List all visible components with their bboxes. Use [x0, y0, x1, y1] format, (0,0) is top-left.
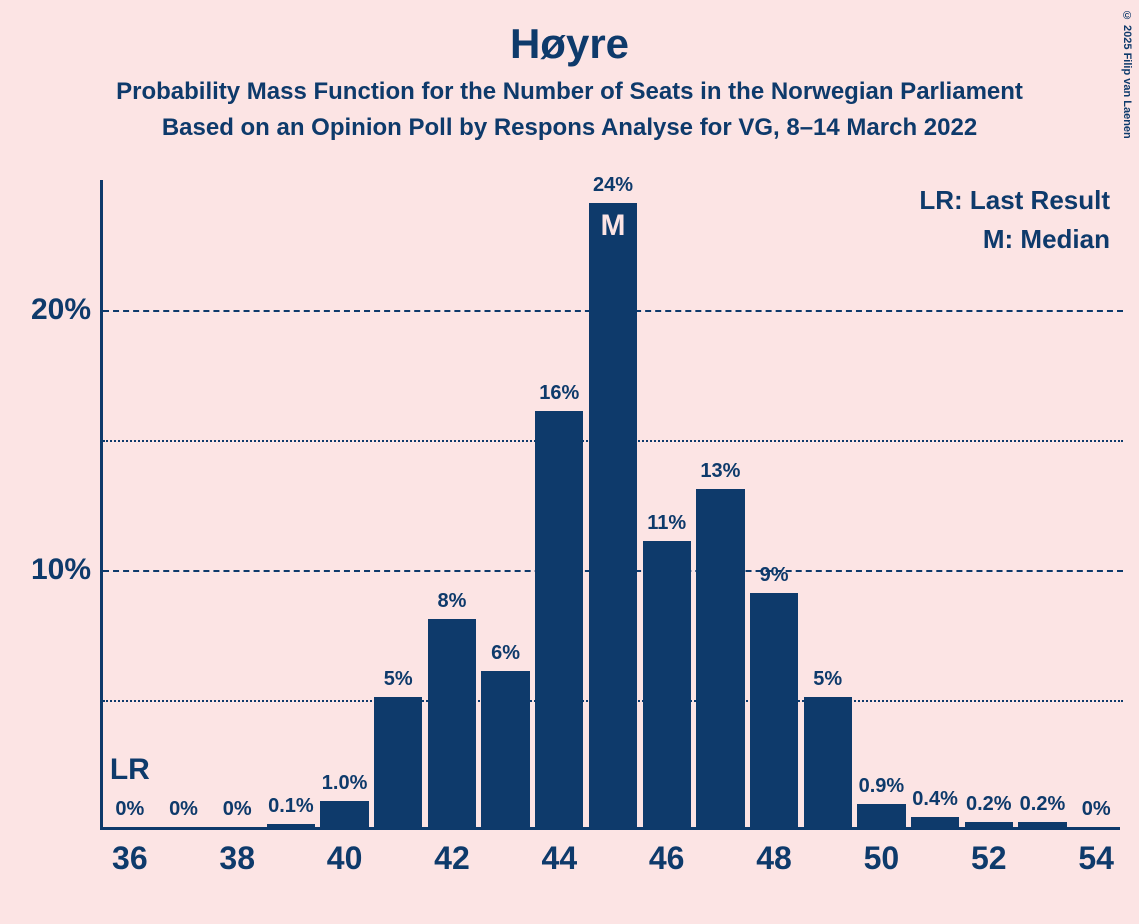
chart-subtitle-2: Based on an Opinion Poll by Respons Anal…	[0, 114, 1139, 142]
x-axis-label: 38	[219, 840, 255, 877]
x-axis-label: 46	[649, 840, 685, 877]
bar-value-label: 0%	[223, 798, 252, 821]
bar	[374, 697, 422, 827]
x-axis-label: 52	[971, 840, 1007, 877]
bar-value-label: 0.2%	[966, 793, 1012, 816]
bar-value-label: 24%	[593, 174, 633, 197]
bar-value-label: 5%	[384, 668, 413, 691]
x-axis-label: 50	[864, 840, 900, 877]
bar-value-label: 0.4%	[912, 788, 958, 811]
bar-value-label: 0%	[1082, 798, 1111, 821]
median-marker: M	[601, 209, 626, 243]
bar-value-label: 9%	[760, 564, 789, 587]
bar	[965, 822, 1013, 827]
bar	[804, 697, 852, 827]
x-axis-label: 48	[756, 840, 792, 877]
y-axis-label: 20%	[31, 293, 91, 327]
bar	[857, 804, 905, 827]
bar-value-label: 11%	[647, 512, 686, 535]
x-axis-label: 40	[327, 840, 363, 877]
bar-value-label: 6%	[491, 642, 520, 665]
legend: LR: Last Result M: Median	[919, 185, 1110, 263]
bar-value-label: 8%	[437, 590, 466, 613]
y-axis-label: 10%	[31, 553, 91, 587]
bar-value-label: 0.2%	[1020, 793, 1066, 816]
bar	[267, 824, 315, 827]
x-axis-label: 42	[434, 840, 470, 877]
bar-value-label: 0.9%	[859, 775, 905, 798]
legend-m: M: Median	[919, 224, 1110, 255]
bar	[481, 671, 529, 827]
plot-area: 0%0%0%0.1%1.0%5%8%6%16%24%11%13%9%5%0.9%…	[100, 180, 1120, 830]
bar-value-label: 13%	[700, 460, 740, 483]
chart-title: Høyre	[0, 0, 1139, 68]
bar	[1018, 822, 1066, 827]
bar	[750, 593, 798, 827]
bar-value-label: 1.0%	[322, 772, 368, 795]
bar	[696, 489, 744, 827]
bar	[320, 801, 368, 827]
chart-subtitle-1: Probability Mass Function for the Number…	[0, 78, 1139, 106]
bar	[589, 203, 637, 827]
bar-value-label: 0.1%	[268, 795, 314, 818]
bar-chart: 0%0%0%0.1%1.0%5%8%6%16%24%11%13%9%5%0.9%…	[100, 180, 1120, 830]
bar	[428, 619, 476, 827]
bar-value-label: 0%	[169, 798, 198, 821]
copyright-text: © 2025 Filip van Laenen	[1121, 10, 1133, 139]
x-axis-label: 36	[112, 840, 148, 877]
bar	[911, 817, 959, 827]
bar	[535, 411, 583, 827]
x-axis-label: 54	[1078, 840, 1114, 877]
last-result-marker: LR	[110, 753, 150, 787]
bar-value-label: 5%	[813, 668, 842, 691]
bar-value-label: 0%	[115, 798, 144, 821]
legend-lr: LR: Last Result	[919, 185, 1110, 216]
bar-value-label: 16%	[539, 382, 579, 405]
bar	[643, 541, 691, 827]
x-axis-label: 44	[542, 840, 578, 877]
